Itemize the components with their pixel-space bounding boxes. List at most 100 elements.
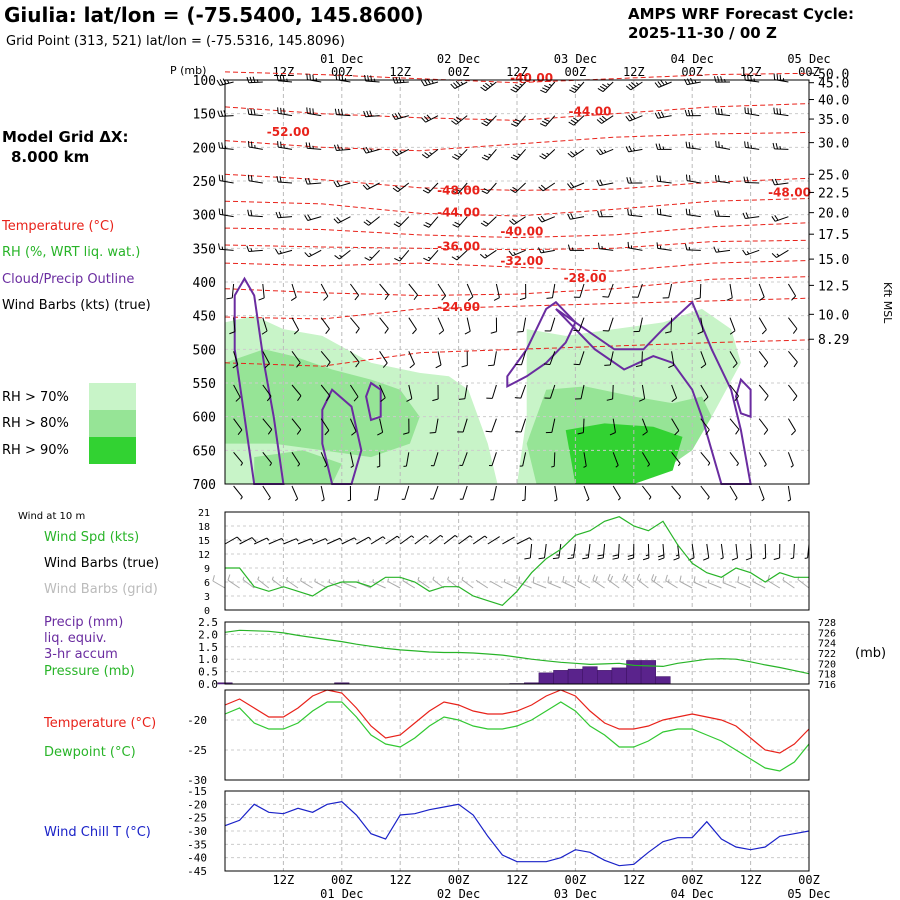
upper-wind-barb-feather bbox=[397, 112, 402, 119]
upper-wind-barb-feather bbox=[261, 330, 268, 335]
upper-wind-barb-feather bbox=[510, 156, 517, 161]
upper-wind-barb-feather bbox=[333, 181, 338, 188]
upper-wind-barb bbox=[550, 317, 556, 332]
grid-wind-barb bbox=[622, 579, 635, 589]
surface-wind-barb-feather bbox=[597, 554, 604, 557]
pressure-tick-label: 728 bbox=[818, 618, 836, 629]
bottom-hour-label: 12Z bbox=[389, 873, 411, 887]
upper-wind-barb bbox=[745, 146, 760, 150]
upper-wind-barb-feather bbox=[688, 209, 691, 216]
upper-wind-barb bbox=[464, 384, 468, 399]
upper-wind-barb-feather bbox=[625, 115, 630, 122]
bottom-hour-label: 12Z bbox=[740, 873, 762, 887]
grid-wind-barb-feather bbox=[624, 575, 628, 582]
upper-wind-barb bbox=[262, 452, 272, 464]
upper-wind-barb-feather bbox=[232, 364, 239, 369]
surface-wind-barb-feather bbox=[675, 554, 679, 557]
grid-wind-barb-feather bbox=[665, 574, 668, 581]
pressure-tick-label: 600 bbox=[193, 411, 216, 426]
upper-wind-barb-feather bbox=[483, 120, 490, 124]
upper-wind-barb bbox=[545, 81, 556, 94]
upper-wind-barb bbox=[787, 485, 792, 500]
upper-wind-barb-feather bbox=[460, 81, 464, 85]
upper-wind-barb-feather bbox=[267, 429, 273, 435]
temperature-contour-label: -36.00 bbox=[437, 239, 480, 253]
surface-wind-barb-feather bbox=[582, 557, 589, 560]
temperature-contour bbox=[224, 198, 810, 217]
surface-wind-barb bbox=[224, 536, 238, 545]
upper-wind-barb bbox=[642, 485, 652, 498]
upper-wind-barb-feather bbox=[278, 211, 282, 218]
upper-wind-barb-feather bbox=[510, 88, 517, 93]
precip-pressure-panel: Precip (mm) liq. equiv. 3-hr accum Press… bbox=[44, 615, 886, 691]
grid-wind-barb-feather bbox=[286, 577, 288, 581]
top-hour-label: 12Z bbox=[389, 65, 411, 79]
upper-wind-barb-feather bbox=[362, 147, 367, 154]
upper-wind-barb bbox=[396, 148, 410, 157]
upper-wind-barb-feather bbox=[791, 430, 796, 436]
upper-wind-barb bbox=[455, 115, 468, 125]
upper-wind-barb bbox=[554, 485, 558, 500]
upper-wind-barb-feather bbox=[380, 397, 386, 402]
upper-wind-barb-feather bbox=[510, 188, 516, 194]
pressure-tick-label: 300 bbox=[193, 209, 216, 224]
pressure-tick-label: 450 bbox=[193, 310, 216, 325]
upper-wind-barb-feather bbox=[481, 157, 488, 161]
cross-section-panel: P (mb) -40.00 -44.00 -52.00 -48.00 -48.00 -44… bbox=[170, 64, 894, 502]
upper-wind-barb bbox=[320, 317, 330, 330]
upper-wind-barb-feather bbox=[412, 329, 417, 335]
surface-wind-barb-feather bbox=[251, 537, 257, 543]
surface-wind-barb bbox=[429, 534, 441, 545]
pressure-legend: Pressure (mb) bbox=[44, 664, 135, 679]
grid-wind-barb bbox=[636, 579, 649, 589]
upper-wind-barb-feather bbox=[510, 123, 517, 127]
upper-wind-barb-feather bbox=[451, 120, 457, 125]
height-tick-label: 17.5 bbox=[818, 228, 849, 243]
upper-wind-barb bbox=[524, 485, 527, 501]
upper-wind-barb-feather bbox=[717, 175, 720, 182]
upper-wind-barb bbox=[668, 283, 673, 298]
upper-wind-barb-feather bbox=[631, 82, 637, 87]
upper-wind-barb-feather bbox=[275, 248, 279, 255]
upper-wind-barb-feather bbox=[659, 175, 662, 182]
upper-wind-barb bbox=[641, 351, 643, 366]
upper-wind-barb bbox=[379, 418, 384, 433]
surface-wind-barb-feather bbox=[440, 534, 444, 538]
temp-panel-frame bbox=[224, 689, 810, 781]
upper-wind-barb-feather bbox=[382, 362, 388, 368]
grid-wind-barb-feather bbox=[532, 576, 535, 583]
temperature-contour-label: -44.00 bbox=[569, 105, 612, 119]
surface-wind-barb-feather bbox=[642, 557, 650, 561]
upper-wind-barb-feather bbox=[734, 395, 739, 402]
upper-wind-barb bbox=[572, 148, 585, 158]
upper-wind-barb-feather bbox=[312, 108, 314, 115]
upper-wind-barb bbox=[544, 148, 556, 160]
pressure-unit-label: (mb) bbox=[855, 646, 886, 661]
top-hour-label: 00Z bbox=[565, 65, 587, 79]
height-tick-label: 40.0 bbox=[818, 94, 849, 109]
upper-wind-barb-feather bbox=[480, 222, 487, 227]
rh-shading bbox=[225, 308, 741, 484]
upper-wind-barb-feather bbox=[324, 430, 330, 436]
upper-wind-barb bbox=[307, 182, 322, 185]
temperature-contour bbox=[224, 260, 810, 272]
bottom-hour-label: 12Z bbox=[273, 873, 295, 887]
upper-wind-barb-feather bbox=[464, 330, 471, 335]
upper-wind-barb-feather bbox=[431, 80, 434, 84]
grid-wind-barb bbox=[737, 581, 751, 589]
upper-wind-barb-feather bbox=[763, 362, 769, 368]
grid-wind-barb bbox=[722, 582, 737, 589]
pressure-tick-label: 200 bbox=[193, 141, 216, 156]
upper-wind-barb-feather bbox=[406, 398, 413, 402]
upper-wind-barb-feather bbox=[226, 297, 233, 300]
precip-tick-label: 2.5 bbox=[198, 616, 218, 629]
upper-wind-barb-feather bbox=[467, 296, 474, 301]
grid-spacing-title: Model Grid ΔX: bbox=[2, 128, 129, 146]
upper-wind-barb-feather bbox=[519, 297, 526, 301]
upper-wind-barb bbox=[700, 351, 707, 365]
upper-wind-barb-feather bbox=[743, 176, 746, 183]
surface-wind-barb-feather bbox=[454, 535, 458, 538]
upper-wind-barb bbox=[520, 384, 527, 399]
height-tick-label: 30.0 bbox=[818, 137, 849, 152]
upper-wind-barb-feather bbox=[703, 396, 709, 402]
